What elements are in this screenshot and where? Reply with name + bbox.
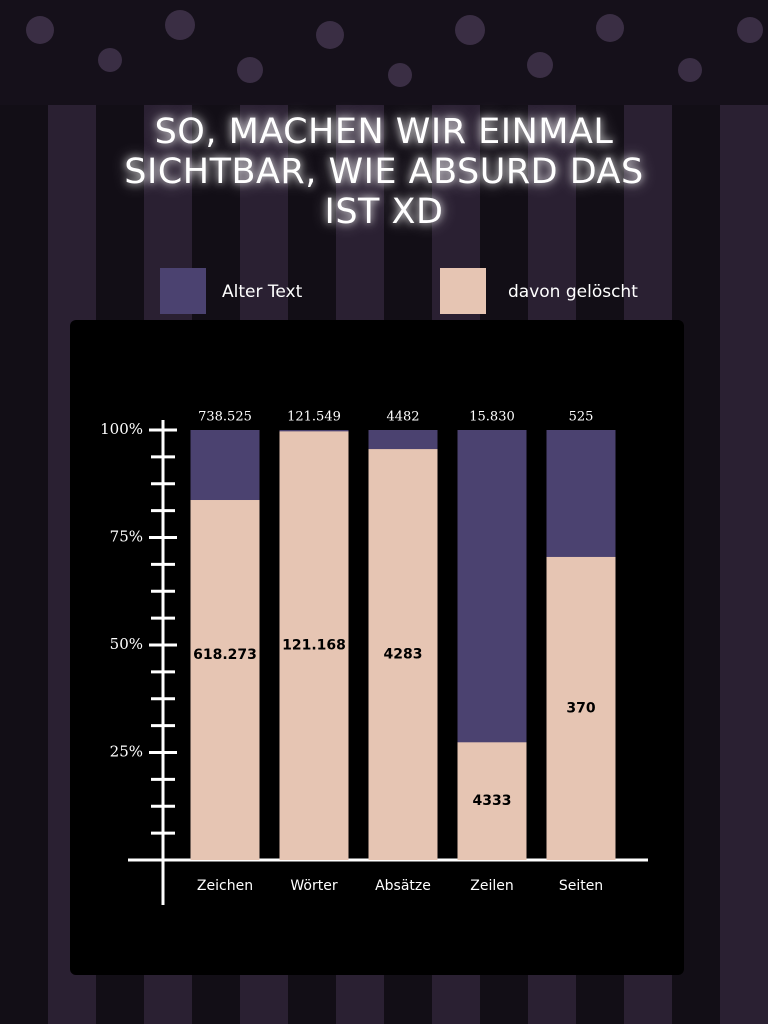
value-label: 4283 (384, 647, 423, 663)
y-tick-label: 25% (110, 743, 143, 761)
bar (279, 431, 349, 860)
y-tick-label: 50% (110, 635, 143, 653)
value-label: 618.273 (193, 647, 257, 663)
y-tick-label: 100% (100, 420, 143, 438)
value-label: 738.525 (198, 410, 252, 425)
x-tick-label: Absätze (375, 878, 431, 894)
chart-title: SO, MACHEN WIR EINMAL SICHTBAR, WIE ABSU… (124, 112, 644, 232)
x-tick-label: Zeichen (197, 878, 253, 894)
value-label: 15.830 (469, 410, 515, 425)
value-label: 4333 (473, 793, 512, 809)
bar (190, 500, 260, 860)
x-tick-label: Seiten (559, 878, 603, 894)
bar (546, 556, 616, 860)
value-label: 370 (566, 700, 595, 716)
legend-label: Alter Text (222, 282, 303, 302)
x-tick-label: Zeilen (470, 878, 513, 894)
y-tick-label: 75% (110, 528, 143, 546)
legend-swatch (160, 268, 206, 314)
legend: Alter Text davon gelöscht (160, 268, 638, 314)
legend-label: davon gelöscht (508, 282, 638, 302)
plot: 25% 50% 75% 100% 738.525 618.273 Zeichen 121.54… (100, 410, 648, 905)
value-label: 121.549 (287, 410, 341, 425)
bar (368, 449, 438, 860)
x-tick-label: Wörter (290, 878, 337, 894)
legend-swatch (440, 268, 486, 314)
value-label: 4482 (386, 410, 419, 425)
bar (457, 742, 527, 860)
value-label: 525 (569, 410, 594, 425)
value-label: 121.168 (282, 638, 346, 654)
